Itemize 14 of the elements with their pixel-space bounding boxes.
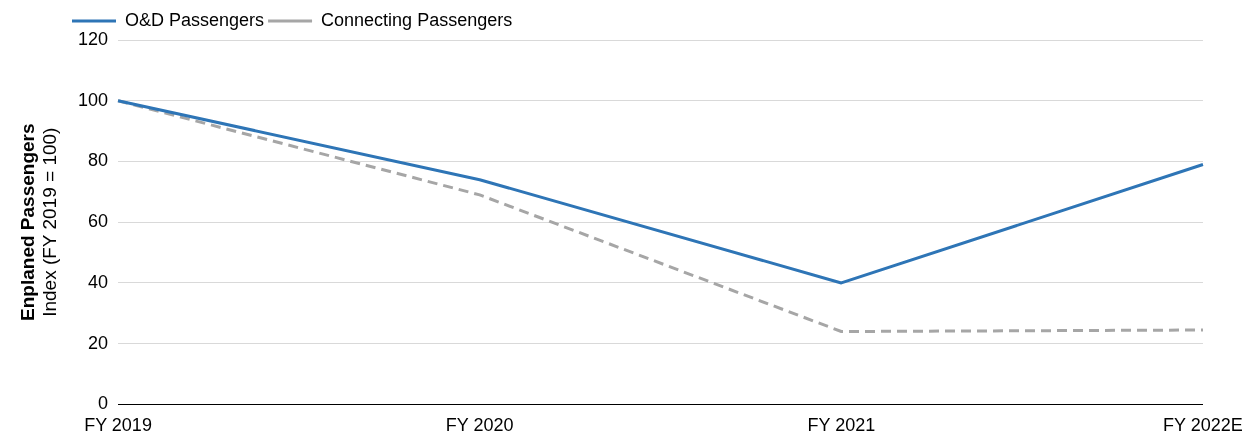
y-axis-title: Enplaned Passengers Index (FY 2019 = 100) — [17, 123, 61, 321]
y-tick-label: 40 — [88, 271, 109, 292]
y-tick-label: 0 — [98, 393, 109, 414]
y-tick-label: 20 — [88, 332, 109, 353]
x-tick-label: FY 2022E — [1163, 415, 1243, 436]
legend-label: O&D Passengers — [125, 9, 265, 30]
y-tick-label: 120 — [77, 28, 109, 49]
x-tick-label: FY 2021 — [807, 415, 876, 436]
y-tick-label: 100 — [77, 89, 109, 110]
x-tick-label: FY 2020 — [445, 415, 514, 436]
x-tick-label: FY 2019 — [84, 415, 152, 436]
legend-label: Connecting Passengers — [321, 9, 513, 30]
y-tick-label: 80 — [88, 150, 109, 171]
y-tick-label: 60 — [88, 211, 109, 232]
